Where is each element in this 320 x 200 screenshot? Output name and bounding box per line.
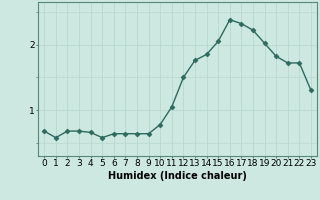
X-axis label: Humidex (Indice chaleur): Humidex (Indice chaleur) — [108, 171, 247, 181]
